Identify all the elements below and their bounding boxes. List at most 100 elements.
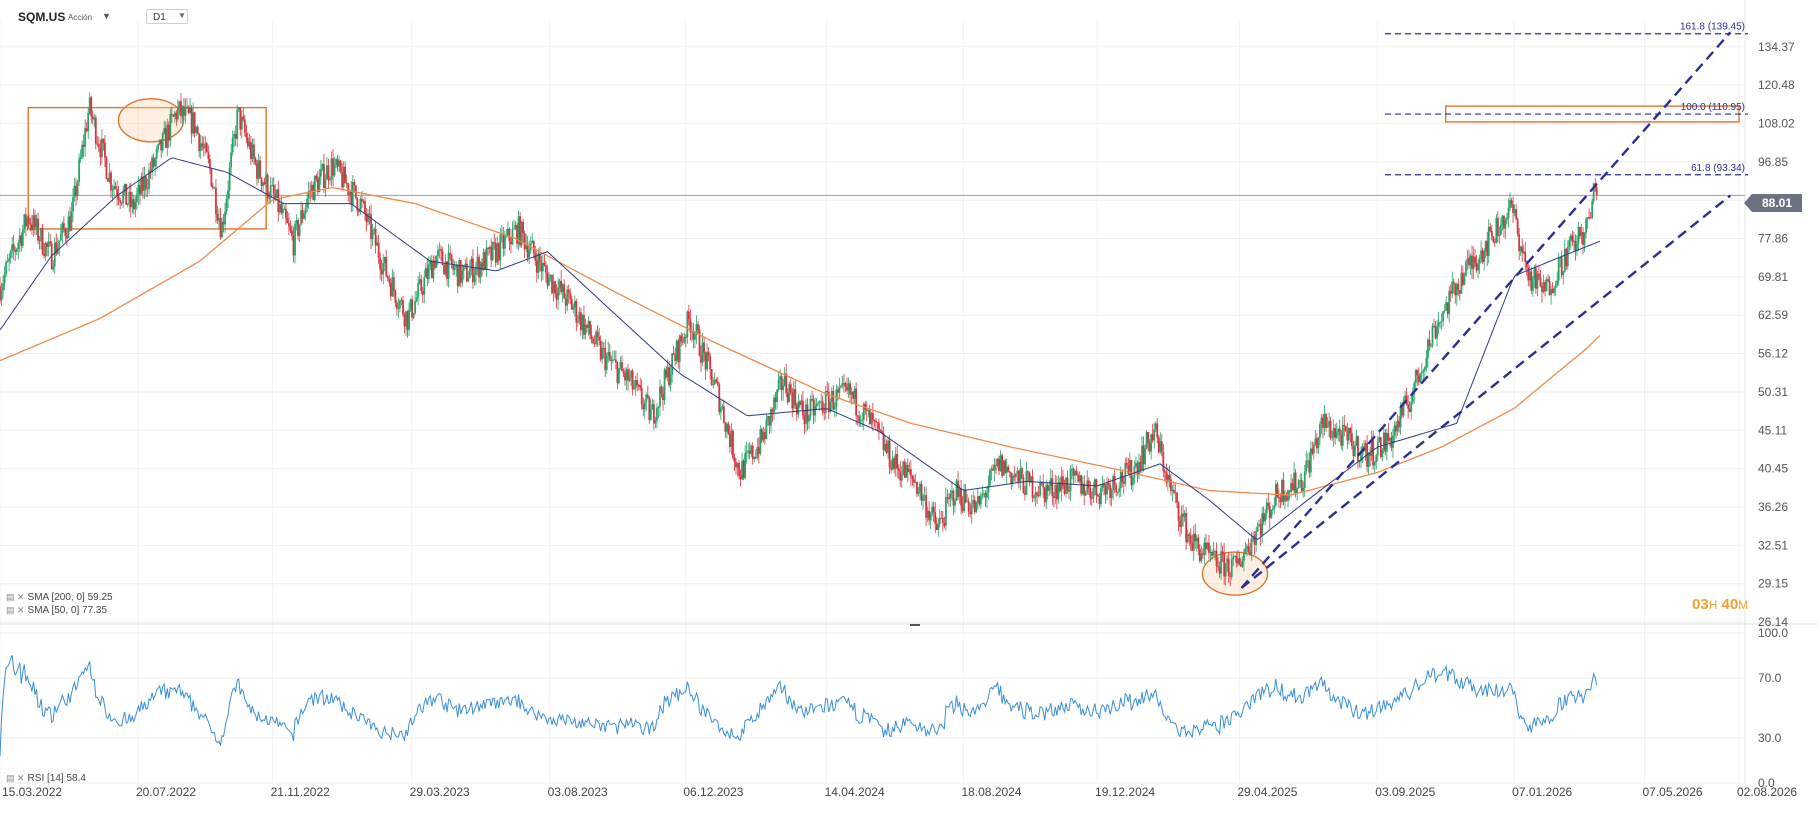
candle-body xyxy=(706,351,709,370)
candle-body xyxy=(890,467,893,470)
candle-body xyxy=(636,379,639,386)
candle-body xyxy=(1442,311,1445,321)
candle-body xyxy=(662,394,664,401)
candle-body xyxy=(996,458,999,466)
settings-icon[interactable]: ▤ ✕ xyxy=(6,592,25,602)
rsi-tick-label: 0.0 xyxy=(1758,776,1775,790)
candle-body xyxy=(27,217,30,224)
candle-body xyxy=(1204,542,1207,549)
candle-body xyxy=(312,184,315,201)
candle-body xyxy=(291,230,293,236)
candle-body xyxy=(1498,234,1501,236)
candle-body xyxy=(1059,482,1061,492)
candle-body xyxy=(534,253,537,261)
candle-body xyxy=(932,506,935,513)
candle-body xyxy=(631,370,634,390)
candle-body xyxy=(169,113,172,141)
candle-body xyxy=(1568,239,1571,247)
settings-icon[interactable]: ▤ ✕ xyxy=(6,773,25,783)
timeframe-chevron-down-icon[interactable]: ▼ xyxy=(178,11,186,20)
candle-body xyxy=(1148,442,1151,452)
candle-body xyxy=(1188,534,1191,536)
candle-body xyxy=(437,250,439,257)
candle-body xyxy=(394,290,397,303)
candle-body xyxy=(882,433,885,451)
candle-body xyxy=(887,440,889,453)
candle-body xyxy=(616,362,619,384)
candle-body xyxy=(300,210,302,225)
rsi-legend[interactable]: ▤ ✕ RSI [14] 58.4 xyxy=(6,773,86,784)
candle-body xyxy=(789,384,792,393)
candle-body xyxy=(1420,371,1423,374)
candle-body xyxy=(964,489,967,503)
candle-body xyxy=(1367,453,1370,468)
candle-body xyxy=(82,144,85,147)
candle-body xyxy=(1087,480,1090,488)
candle-body xyxy=(1565,248,1568,267)
timeframe-select[interactable]: D1 xyxy=(146,9,188,24)
candle-body xyxy=(262,182,264,186)
candle-body xyxy=(1560,257,1563,275)
candle-body xyxy=(298,224,301,237)
candle-body xyxy=(651,404,654,410)
candle-body xyxy=(786,393,789,403)
candle-body xyxy=(227,189,230,199)
candle-body xyxy=(732,430,734,458)
candle-body xyxy=(37,218,39,241)
candle-body xyxy=(1273,505,1276,509)
candle-body xyxy=(409,299,412,310)
candle-body xyxy=(862,403,865,420)
candle-body xyxy=(1201,553,1204,555)
candle-body xyxy=(271,184,274,186)
candle-body xyxy=(599,340,602,360)
candle-body xyxy=(666,367,669,378)
candle-body xyxy=(1364,443,1367,451)
sma50-legend[interactable]: ▤ ✕ SMA [50, 0] 77.35 xyxy=(6,605,108,616)
candle-body xyxy=(1428,339,1431,346)
candle-body xyxy=(246,137,249,147)
candle-body xyxy=(1074,470,1077,476)
candle-body xyxy=(648,397,651,421)
candle-body xyxy=(624,373,626,381)
candle-body xyxy=(925,495,927,518)
settings-icon[interactable]: ▤ ✕ xyxy=(6,605,25,615)
candle-body xyxy=(719,407,722,413)
candle-body xyxy=(1551,289,1554,293)
candle-body xyxy=(452,264,455,270)
candle-body xyxy=(928,510,931,521)
highlight-ellipse xyxy=(1201,551,1269,596)
candle-body xyxy=(123,184,126,192)
candle-body xyxy=(826,390,829,392)
candle-body xyxy=(192,112,195,134)
candle-body xyxy=(1125,462,1128,466)
candle-body xyxy=(1171,489,1174,491)
candle-body xyxy=(198,133,201,151)
candle-body xyxy=(817,403,820,405)
candle-body xyxy=(694,334,696,340)
candle-body xyxy=(1103,483,1105,486)
candle-body xyxy=(525,244,528,250)
candle-body xyxy=(1294,472,1297,494)
candle-body xyxy=(1209,552,1212,554)
candle-body xyxy=(1019,468,1022,482)
candle-body xyxy=(1072,468,1075,476)
candle-body xyxy=(1183,513,1186,517)
candle-body xyxy=(948,498,950,500)
candle-body xyxy=(1027,471,1029,473)
candle-body xyxy=(548,276,550,286)
candle-body xyxy=(1398,420,1400,428)
candle-body xyxy=(1215,551,1218,567)
candle-body xyxy=(20,235,23,246)
candle-body xyxy=(792,389,795,409)
candle-body xyxy=(704,352,707,370)
symbol-dropdown-icon[interactable]: ▼ xyxy=(102,11,111,21)
symbol-title[interactable]: SQM.US xyxy=(18,10,66,24)
candle-body xyxy=(364,201,366,214)
candle-body xyxy=(1068,490,1070,492)
candle-body xyxy=(1118,488,1121,492)
candle-body xyxy=(1138,461,1140,476)
candle-body xyxy=(1524,251,1527,263)
sma200-legend[interactable]: ▤ ✕ SMA [200, 0] 59.25 xyxy=(6,592,113,603)
candle-body xyxy=(520,221,523,246)
